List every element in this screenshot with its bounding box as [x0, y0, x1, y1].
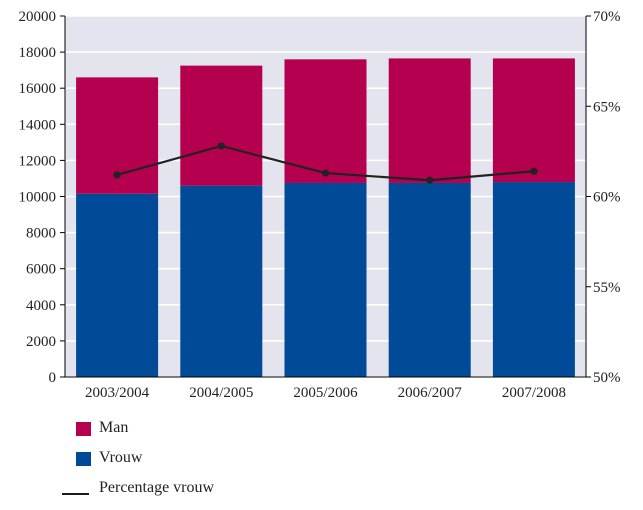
percentage-point-2004-2005: [218, 142, 225, 149]
bar-vrouw-2004-2005: [180, 186, 262, 377]
y-tick-label: 4000: [26, 298, 56, 314]
legend-label-vrouw: Vrouw: [99, 449, 142, 467]
y-tick-label: 14000: [19, 117, 57, 133]
bars: [76, 58, 575, 377]
stacked-bar-line-chart: 0 2000 4000 6000 8000 10000 12000 14000 16000 180…: [0, 0, 643, 415]
y2-tick-label: 50%: [593, 370, 621, 386]
legend-label-man: Man: [99, 419, 128, 437]
y-tick-label: 2000: [26, 334, 56, 350]
bar-man-2007-2008: [493, 58, 575, 182]
bar-vrouw-2007-2008: [493, 182, 575, 377]
y-tick-label: 6000: [26, 262, 56, 278]
percentage-point-2006-2007: [426, 177, 433, 184]
bar-man-2005-2006: [285, 59, 367, 183]
y2-tick-label: 70%: [593, 9, 621, 25]
y-tick-label: 0: [49, 370, 57, 386]
percentage-point-2007-2008: [530, 168, 537, 175]
bar-man-2004-2005: [180, 66, 262, 186]
y-tick-label: 18000: [19, 45, 57, 61]
bar-vrouw-2006-2007: [389, 183, 471, 377]
bar-vrouw-2005-2006: [285, 183, 367, 377]
bar-vrouw-2003-2004: [76, 194, 158, 377]
x-tick-label: 2004/2005: [189, 385, 253, 401]
percentage-point-2003-2004: [114, 171, 121, 178]
y-tick-label: 16000: [19, 81, 57, 97]
y-tick-label: 12000: [19, 153, 57, 169]
y-tick-label: 10000: [19, 190, 57, 206]
legend-line-percentage: [62, 493, 89, 495]
y-tick-label: 8000: [26, 226, 56, 242]
bar-man-2006-2007: [389, 58, 471, 183]
y2-tick-label: 55%: [593, 280, 621, 296]
left-axis-ticks: 0 2000 4000 6000 8000 10000 12000 14000 16000 180…: [19, 9, 66, 386]
x-tick-label: 2003/2004: [85, 385, 150, 401]
x-tick-label: 2006/2007: [398, 385, 463, 401]
percentage-point-2005-2006: [322, 169, 329, 176]
y2-tick-label: 65%: [593, 99, 621, 115]
legend-label-percentage: Percentage vrouw: [99, 479, 214, 497]
right-axis-ticks: 50% 55% 60% 65% 70%: [586, 9, 621, 386]
x-axis-ticks: 2003/2004 2004/2005 2005/2006 2006/2007 2007…: [85, 385, 566, 401]
legend-swatch-man: [76, 422, 91, 436]
y-tick-label: 20000: [19, 9, 57, 25]
x-tick-label: 2007/2008: [502, 385, 566, 401]
y2-tick-label: 60%: [593, 190, 621, 206]
legend-swatch-vrouw: [76, 452, 91, 466]
x-tick-label: 2005/2006: [293, 385, 358, 401]
